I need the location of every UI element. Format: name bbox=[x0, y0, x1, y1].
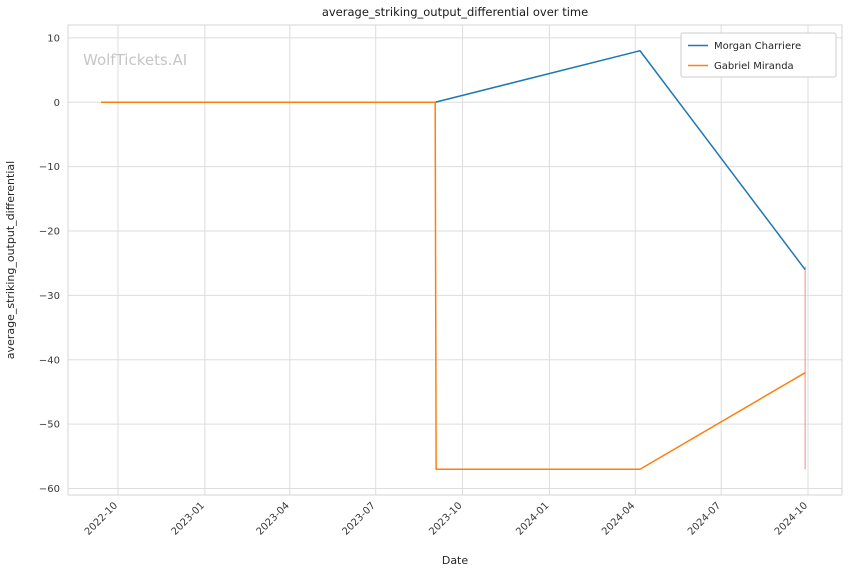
y-tick-label: −50 bbox=[39, 420, 60, 431]
series-line-morgan-charriere bbox=[101, 50, 806, 271]
series-lines bbox=[101, 50, 806, 470]
y-tick-label: −60 bbox=[39, 484, 60, 495]
x-tick-label: 2023-04 bbox=[255, 500, 292, 537]
legend: Morgan Charriere Gabriel Miranda bbox=[680, 32, 837, 78]
x-tick-label: 2024-07 bbox=[686, 500, 723, 537]
chart-title: average_striking_output_differential ove… bbox=[322, 5, 588, 19]
x-tick-label: 2024-10 bbox=[773, 500, 810, 537]
x-tick-label: 2023-01 bbox=[170, 500, 207, 537]
y-tick-label: −40 bbox=[39, 355, 60, 366]
x-axis-label: Date bbox=[442, 554, 469, 567]
watermark: WolfTickets.AI bbox=[83, 51, 187, 69]
y-tick-labels: 10 0 −10 −20 −30 −40 −50 −60 bbox=[39, 33, 60, 495]
x-tick-label: 2023-07 bbox=[341, 500, 378, 537]
y-tick-label: 0 bbox=[54, 98, 60, 109]
x-tick-label: 2022-10 bbox=[83, 500, 120, 537]
legend-label-morgan-charriere: Morgan Charriere bbox=[714, 41, 801, 52]
x-tick-label: 2024-04 bbox=[600, 500, 637, 537]
y-tick-label: −20 bbox=[39, 227, 60, 238]
legend-label-gabriel-miranda: Gabriel Miranda bbox=[714, 61, 794, 72]
x-tick-label: 2023-10 bbox=[427, 500, 464, 537]
plot-border bbox=[67, 24, 843, 496]
y-tick-label: −10 bbox=[39, 162, 60, 173]
legend-box bbox=[680, 32, 837, 78]
y-axis-label: average_striking_output_differential bbox=[4, 161, 17, 359]
x-tick-label: 2024-01 bbox=[514, 500, 551, 537]
y-tick-label: −30 bbox=[39, 291, 60, 302]
series-line-gabriel-miranda bbox=[101, 101, 806, 470]
x-tick-labels: 2022-10 2023-01 2023-04 2023-07 2023-10 2024-… bbox=[83, 500, 810, 537]
y-tick-label: 10 bbox=[47, 33, 60, 44]
gridlines bbox=[68, 25, 842, 495]
